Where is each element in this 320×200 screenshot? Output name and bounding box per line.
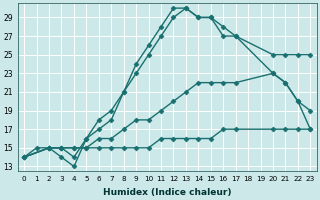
X-axis label: Humidex (Indice chaleur): Humidex (Indice chaleur) bbox=[103, 188, 231, 197]
